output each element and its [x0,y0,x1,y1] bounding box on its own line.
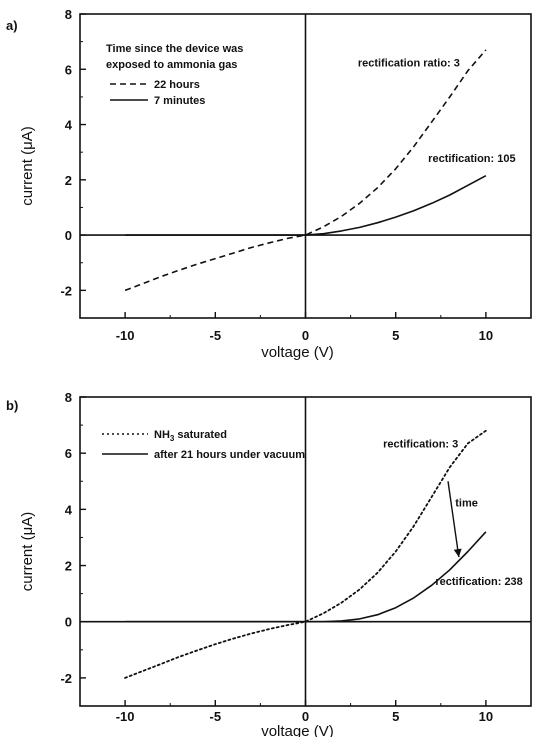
y-tick-label: 8 [65,7,72,22]
series-line-0 [124,49,487,292]
x-tick-label: -5 [210,709,222,724]
x-tick-label: -5 [210,328,222,343]
x-tick-label: -10 [116,709,135,724]
series-line-1 [125,174,487,236]
time-arrow-head [453,548,462,558]
annotation: time [455,498,478,510]
x-tick-label: 5 [392,709,399,724]
legend-entry-0: 22 hours [154,79,200,91]
y-tick-label: 0 [65,228,72,243]
legend-title: exposed to ammonia gas [106,59,237,71]
x-tick-label: 10 [479,709,493,724]
legend-entry-0: NH3 saturated [154,429,227,443]
y-tick-label: 2 [65,559,72,574]
x-tick-label: -10 [116,328,135,343]
series-line-1 [125,531,487,623]
y-axis-label: current (μA) [19,512,36,592]
x-axis-label: voltage (V) [261,344,334,361]
panel-b: -10 -5 0 5 10 -2 0 2 4 6 8 voltage (V) current (μA) b… [6,390,532,737]
x-tick-label: 5 [392,328,399,343]
y-tick-label: 4 [65,502,73,517]
time-arrow [447,481,460,558]
y-axis-label: current (μA) [19,126,36,206]
y-tick-label: -2 [60,283,72,298]
legend-entry-1: after 21 hours under vacuum [154,449,305,461]
panel-label: b) [6,398,18,413]
annotation: rectification: 238 [435,576,522,588]
x-tick-label: 10 [479,328,493,343]
y-tick-label: 8 [65,390,72,405]
legend-entry-1: 7 minutes [154,95,205,107]
x-axis-label: voltage (V) [261,723,334,737]
legend-title: Time since the device was [106,43,243,55]
annotation: rectification: 105 [428,153,515,165]
y-tick-label: 4 [65,118,73,133]
x-tick-label: 0 [302,709,309,724]
y-tick-label: 6 [65,62,72,77]
panel-label: a) [6,18,18,33]
annotation: rectification ratio: 3 [358,58,460,70]
panel-a: -10 -5 0 5 10 -2 0 2 4 6 8 voltage (V) current (μA) a… [6,7,532,361]
y-tick-label: -2 [60,671,72,686]
annotation: rectification: 3 [383,439,458,451]
x-tick-label: 0 [302,328,309,343]
y-tick-label: 6 [65,446,72,461]
y-tick-label: 0 [65,615,72,630]
y-tick-label: 2 [65,173,72,188]
